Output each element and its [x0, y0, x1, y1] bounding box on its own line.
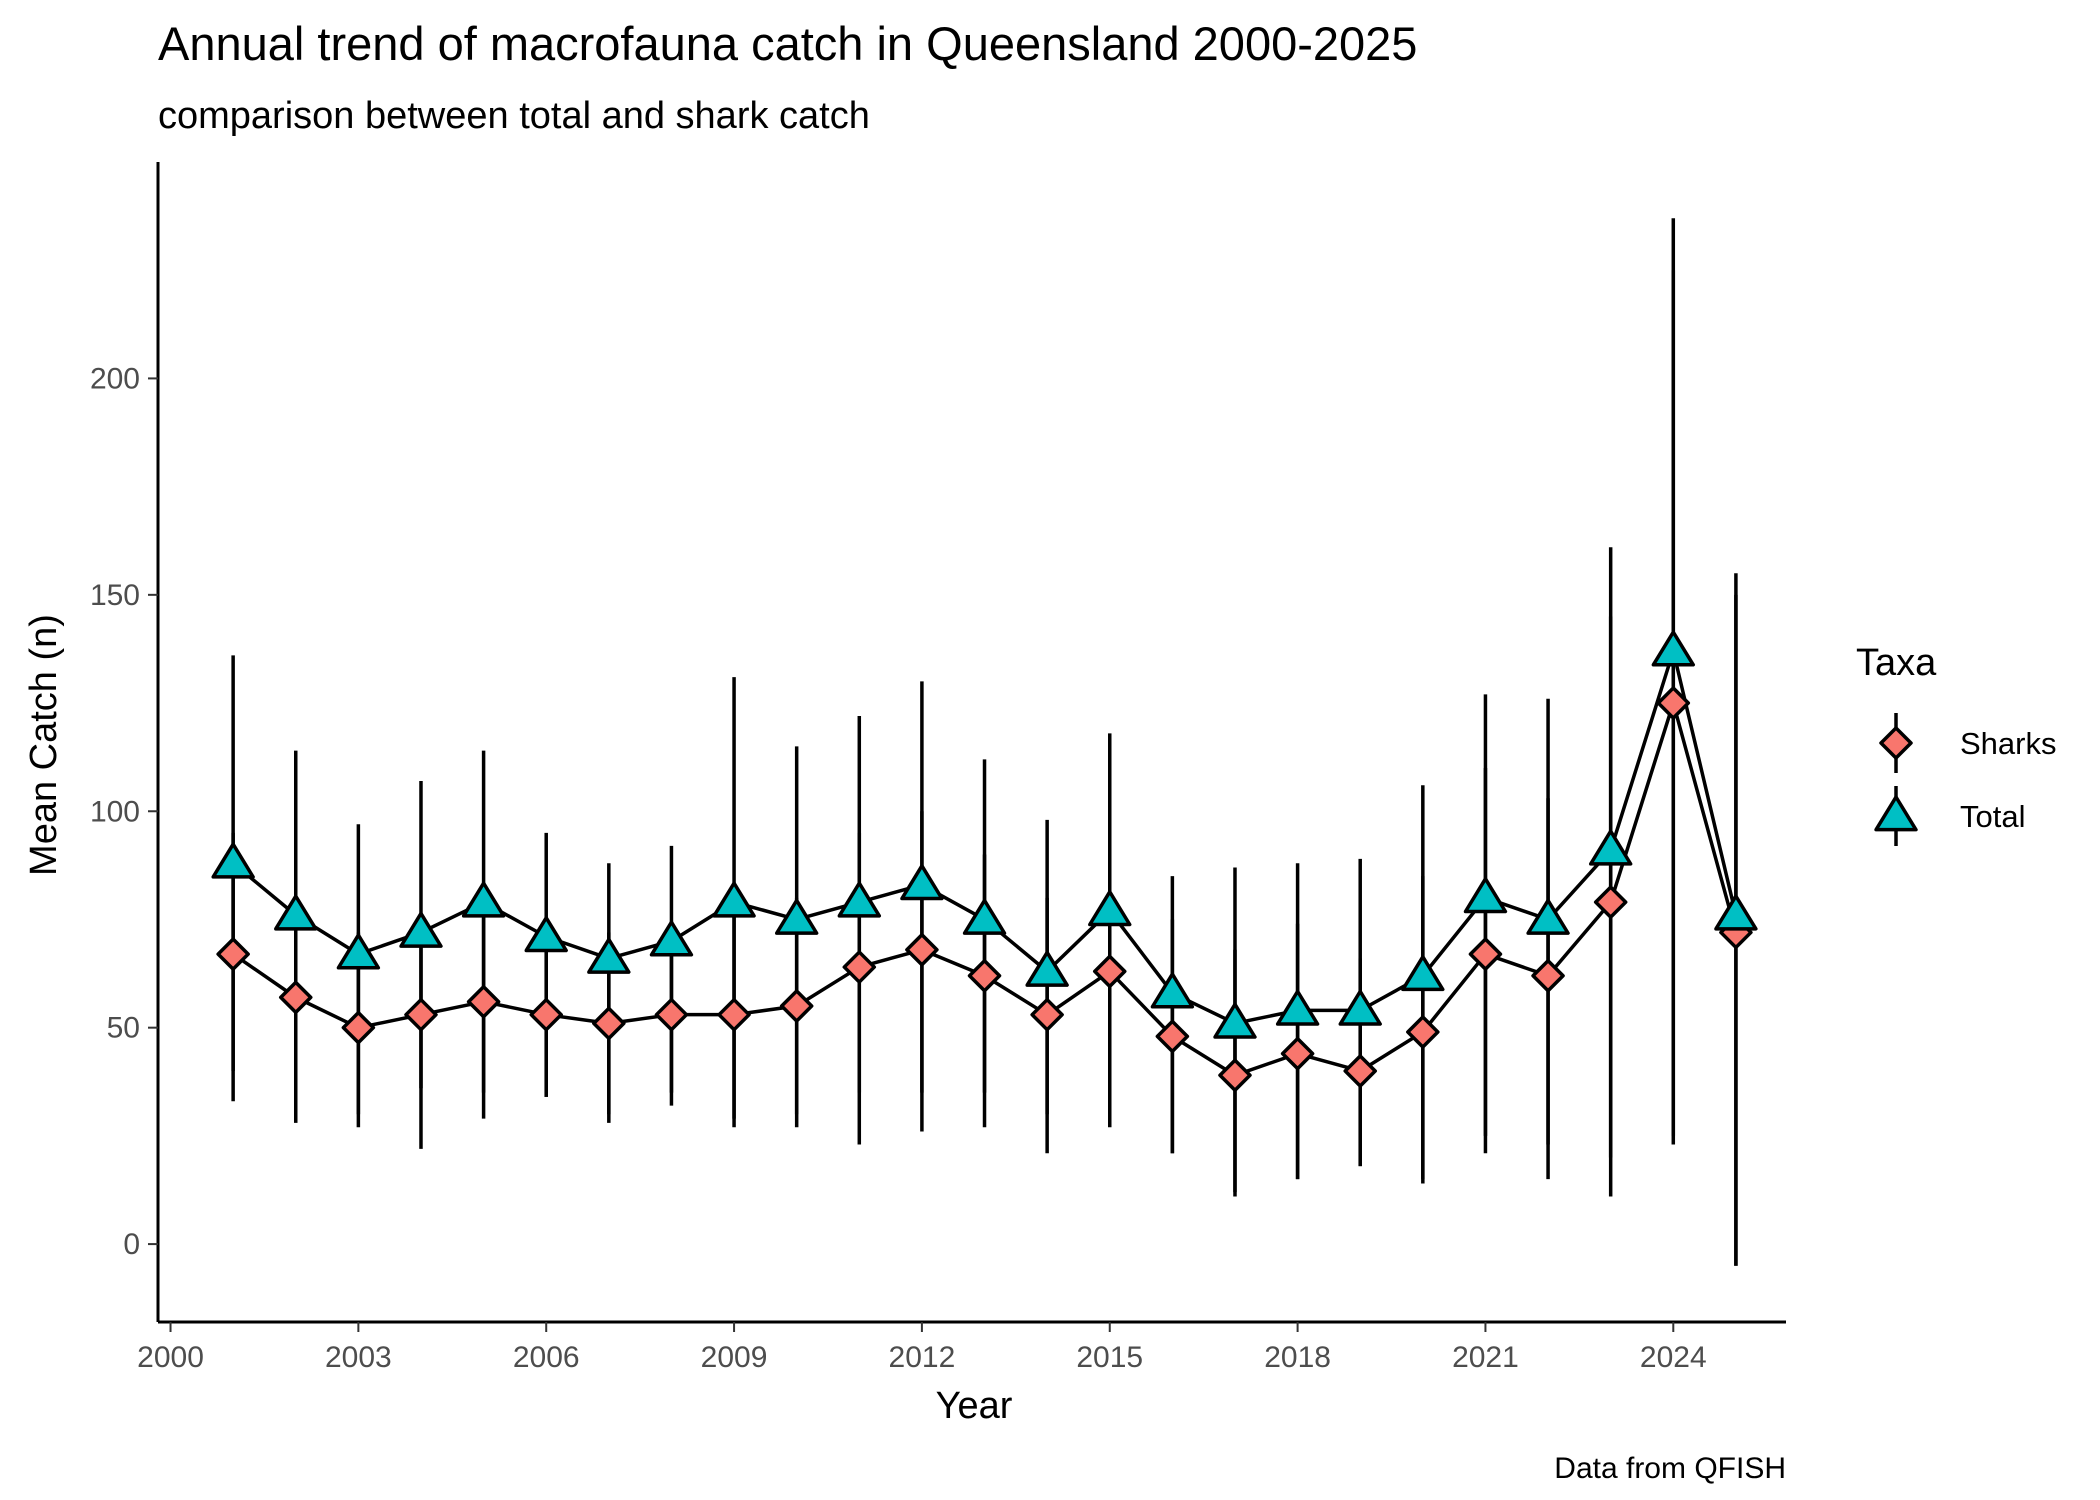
y-tick-label: 0 — [123, 1228, 140, 1261]
sharks-data-point — [842, 950, 877, 984]
sharks-data-point — [279, 980, 313, 1015]
total-data-point — [336, 933, 381, 970]
sharks-data-point — [779, 989, 814, 1023]
total-data-point — [1651, 630, 1695, 667]
x-tick-label: 2015 — [1076, 1341, 1143, 1374]
sharks-data-point — [529, 997, 563, 1032]
x-tick-label: 2018 — [1264, 1341, 1331, 1374]
x-tick-label: 2012 — [889, 1341, 956, 1374]
sharks-data-point — [1218, 1058, 1252, 1093]
sharks-data-point — [592, 1006, 626, 1041]
sharks-data-point — [1093, 954, 1127, 989]
x-axis-title: Year — [936, 1385, 1013, 1427]
data-points — [211, 630, 1758, 1093]
chart-caption: Data from QFISH — [1554, 1452, 1786, 1485]
total-data-point — [900, 864, 944, 901]
sharks-data-point — [1280, 1036, 1315, 1071]
total-data-point — [712, 881, 756, 918]
total-data-point — [274, 894, 318, 931]
legend-item-sharks: Sharks — [1879, 713, 2056, 773]
sharks-data-point — [1593, 885, 1628, 919]
sharks-data-point — [1406, 1015, 1440, 1049]
total-data-point — [524, 916, 568, 953]
sharks-data-point — [1656, 686, 1691, 720]
total-data-point — [587, 937, 631, 974]
total-data-point — [1714, 894, 1758, 931]
x-tick-label: 2000 — [137, 1341, 204, 1374]
y-axis-ticks: 0 50 100 150 200 — [90, 362, 158, 1261]
sharks-data-point — [1531, 958, 1565, 993]
sharks-data-point — [967, 958, 1002, 993]
legend-label-total: Total — [1960, 799, 2025, 834]
legend: Taxa Sharks Total — [1856, 642, 2056, 846]
sharks-data-point — [404, 997, 438, 1032]
y-tick-label: 150 — [90, 579, 140, 612]
total-data-point — [962, 898, 1007, 935]
total-data-point — [1213, 1002, 1257, 1039]
x-tick-label: 2003 — [325, 1341, 392, 1374]
x-tick-label: 2024 — [1640, 1341, 1707, 1374]
y-tick-label: 50 — [107, 1012, 140, 1045]
total-data-point — [1025, 950, 1069, 987]
sharks-data-point — [654, 997, 689, 1032]
legend-label-sharks: Sharks — [1960, 726, 2056, 761]
x-tick-label: 2021 — [1452, 1341, 1519, 1374]
chart-subtitle: comparison between total and shark catch — [158, 95, 870, 137]
total-data-point — [1275, 989, 1320, 1026]
total-data-point — [1088, 890, 1132, 927]
total-data-point — [649, 920, 694, 957]
x-axis-ticks: 2000 2003 2006 2009 2012 2015 2018 2021 2024 — [137, 1322, 1707, 1374]
sharks-data-point — [905, 933, 939, 967]
y-axis-title: Mean Catch (n) — [23, 614, 65, 876]
total-data-point — [211, 842, 255, 879]
error-bars — [231, 218, 1738, 1266]
sharks-data-point — [1343, 1054, 1377, 1088]
sharks-data-point — [216, 937, 250, 971]
x-tick-label: 2006 — [513, 1341, 580, 1374]
sharks-data-point — [341, 1010, 376, 1045]
sharks-data-point — [466, 984, 501, 1019]
sharks-data-point — [717, 997, 751, 1032]
sharks-data-point — [1468, 937, 1503, 971]
total-data-point — [1338, 989, 1382, 1026]
y-tick-label: 100 — [90, 795, 140, 828]
legend-key-sharks — [1879, 726, 1913, 760]
total-data-point — [1526, 898, 1570, 935]
sharks-data-point — [1155, 1019, 1190, 1054]
legend-item-total: Total — [1874, 786, 2025, 846]
chart-title: Annual trend of macrofauna catch in Quee… — [158, 17, 1417, 70]
sharks-data-point — [1030, 997, 1064, 1032]
total-data-point — [461, 881, 506, 918]
total-data-point — [1588, 829, 1633, 866]
legend-key-total — [1874, 795, 1918, 832]
total-data-point — [399, 911, 443, 948]
total-data-point — [1463, 877, 1508, 914]
legend-title: Taxa — [1856, 642, 1937, 684]
x-tick-label: 2009 — [701, 1341, 768, 1374]
total-data-point — [837, 881, 881, 918]
y-tick-label: 200 — [90, 362, 140, 395]
total-data-point — [774, 898, 819, 935]
total-data-point — [1150, 972, 1195, 1009]
total-data-point — [1401, 954, 1445, 992]
